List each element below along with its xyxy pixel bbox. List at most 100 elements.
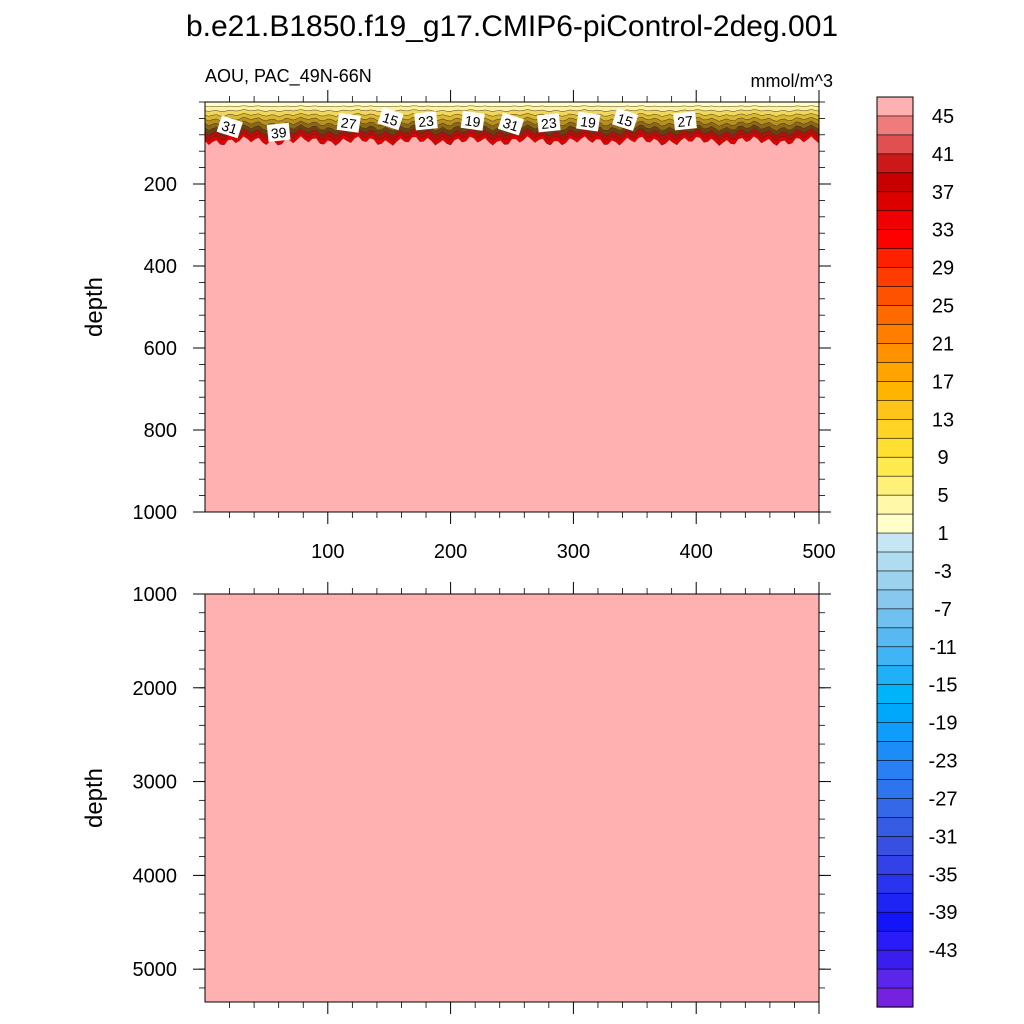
contour-label-box	[336, 112, 361, 133]
colorbar-box	[876, 191, 914, 212]
contour-label: 15	[377, 107, 404, 131]
colorbar-box	[876, 798, 914, 819]
contour-label: 19	[460, 110, 485, 131]
contour-label-text: 31	[501, 114, 521, 134]
contour-label: 23	[536, 113, 561, 133]
panel-frame	[204, 101, 820, 513]
colorbar-box	[876, 456, 914, 477]
colorbar-label: -31	[929, 826, 958, 848]
colorbar-box	[876, 949, 914, 970]
colorbar-label: 21	[932, 334, 954, 356]
contour-label-text: 15	[381, 109, 401, 129]
colorbar-box	[876, 343, 914, 364]
contour-label-box	[497, 112, 525, 136]
panel-frame	[204, 593, 820, 1003]
colorbar-box	[876, 305, 914, 326]
colorbar-box	[876, 646, 914, 667]
x-tick-label: 500	[802, 541, 835, 563]
colorbar-label: -7	[934, 599, 952, 621]
colorbar-box	[876, 968, 914, 989]
colorbar-label: -39	[929, 902, 958, 924]
contour-label-box	[576, 111, 601, 132]
contour-label-text: 23	[540, 115, 557, 133]
colorbar-label: 37	[932, 182, 954, 204]
colorbar-box	[876, 779, 914, 800]
colorbar-box	[876, 930, 914, 951]
contour-label-text: 27	[677, 113, 694, 131]
units-subtitle: mmol/m^3	[751, 71, 833, 91]
colorbar-box	[876, 589, 914, 610]
contour-label-text: 19	[464, 112, 482, 130]
colorbar-label: 5	[937, 485, 948, 507]
colorbar-box	[876, 229, 914, 250]
y-axis-label: depth	[81, 277, 108, 337]
colorbar-box	[876, 665, 914, 686]
y-tick-label: 800	[144, 420, 177, 442]
colorbar-label: 13	[932, 409, 954, 431]
contour-label-box	[673, 111, 697, 131]
contour-label: 31	[216, 115, 243, 139]
colorbar-box	[876, 286, 914, 307]
contour-label: 39	[266, 122, 291, 142]
x-tick-label: 200	[434, 541, 467, 563]
y-tick-label: 400	[144, 256, 177, 278]
colorbar-box	[876, 703, 914, 724]
y-tick-label: 2000	[133, 678, 178, 700]
colorbar-label: 9	[937, 447, 948, 469]
contour-label-text: 39	[270, 124, 287, 142]
colorbar-box	[876, 324, 914, 345]
colorbar-box	[876, 437, 914, 458]
colorbar-box	[876, 532, 914, 553]
colorbar-box	[876, 627, 914, 648]
colorbar-box	[876, 267, 914, 288]
colorbar-box	[876, 210, 914, 231]
colorbar-label: 33	[932, 220, 954, 242]
colorbar-box	[876, 115, 914, 136]
colorbar-box	[876, 873, 914, 894]
x-tick-label: 300	[557, 541, 590, 563]
colorbar-box	[876, 722, 914, 743]
colorbar-box	[876, 855, 914, 875]
contour-label-box	[216, 115, 243, 139]
colorbar: 45 41 37 33 29 25 21 17 13 9 5 1 -3 -7 -11 -15 -19 -23 -27…	[876, 96, 958, 1008]
colorbar-label: -15	[929, 675, 958, 697]
contour-label-text: 23	[417, 113, 434, 131]
colorbar-box	[876, 362, 914, 382]
contour-label: 31	[497, 112, 525, 136]
colorbar-box	[876, 741, 914, 762]
y-tick-label: 5000	[133, 959, 178, 981]
colorbar-box	[876, 494, 914, 515]
colorbar-label: 17	[932, 371, 954, 393]
y-tick-label: 200	[144, 174, 177, 196]
contour-label-box	[536, 113, 561, 133]
y-tick-label: 3000	[133, 772, 178, 794]
colorbar-box	[876, 836, 914, 856]
colorbar-box	[876, 172, 914, 193]
colorbar-box	[876, 248, 914, 269]
panel-fill	[205, 594, 819, 1002]
x-tick-label: 100	[311, 541, 344, 563]
contour-label: 15	[612, 108, 639, 132]
contour-label: 27	[336, 112, 361, 133]
panel-fill	[205, 102, 819, 512]
colorbar-box	[876, 911, 914, 932]
colorbar-box	[876, 817, 914, 837]
colorbar-label: 29	[932, 258, 954, 280]
contour-label: 27	[673, 111, 697, 131]
colorbar-label: -43	[929, 940, 958, 962]
y-tick-label: 600	[144, 338, 177, 360]
contour-label-box	[612, 108, 639, 132]
colorbar-box	[876, 153, 914, 174]
upper-panel: 31 39 27 15 23 19 31 23 19 15 27 200 400 600 800 1000 10…	[81, 90, 836, 563]
colorbar-frame	[876, 96, 914, 1008]
colorbar-box	[876, 381, 914, 401]
contour-label: 19	[576, 111, 601, 132]
contour-label: 23	[414, 111, 438, 131]
colorbar-box	[876, 418, 914, 439]
contour-label-box	[266, 122, 291, 142]
colorbar-box	[876, 134, 914, 155]
y-tick-label: 4000	[133, 865, 178, 887]
colorbar-box	[876, 551, 914, 572]
y-tick-label: 1000	[133, 584, 178, 606]
